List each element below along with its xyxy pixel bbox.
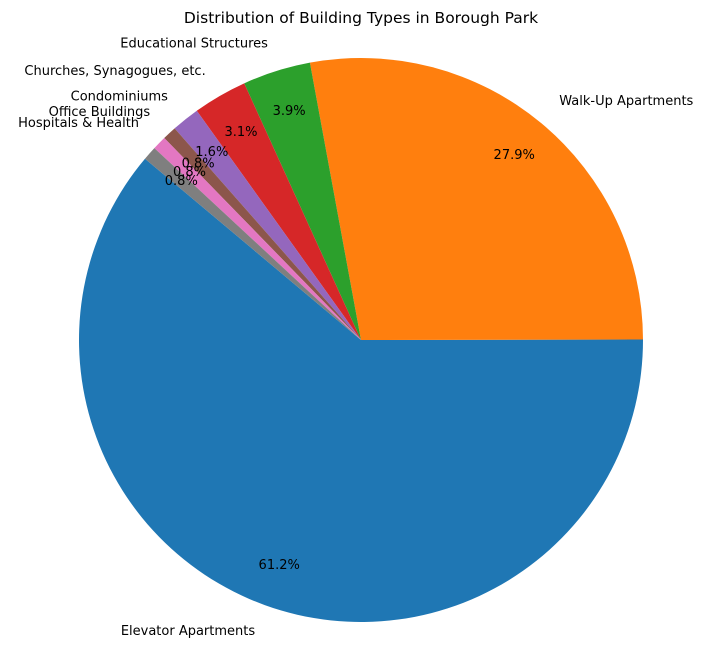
percent-label-6: 0.8% [173, 165, 206, 180]
percent-labels: 61.2%27.9%3.9%3.1%1.6%0.8%0.8%0.8% [165, 104, 535, 573]
percent-label-0: 61.2% [259, 558, 300, 573]
percent-label-7: 0.8% [165, 174, 198, 189]
percent-label-5: 0.8% [182, 157, 215, 172]
pie-slice-5 [164, 128, 361, 340]
category-label-2: Educational Structures [120, 37, 268, 52]
pie-slice-7 [144, 148, 361, 340]
percent-label-4: 1.6% [195, 145, 228, 160]
category-labels: Elevator Apartments Walk-Up Apartments Edu… [18, 37, 693, 640]
percent-label-3: 3.1% [224, 125, 257, 140]
percent-label-2: 3.9% [273, 104, 306, 119]
category-label-6: Hospitals & Health [18, 116, 139, 131]
pie-slices [78, 57, 644, 622]
pie-slice-3 [196, 83, 361, 341]
pie-slice-1 [309, 57, 643, 340]
percent-label-1: 27.9% [494, 148, 535, 163]
category-label-1: Walk-Up Apartments [559, 94, 693, 109]
category-label-5: Office Buildings [49, 105, 151, 120]
category-label-4: Condominiums [71, 90, 169, 105]
category-label-3: Churches, Synagogues, etc. [24, 64, 205, 79]
category-label-0: Elevator Apartments [121, 624, 256, 639]
pie-slice-6 [154, 137, 361, 340]
pie-slice-4 [174, 110, 361, 340]
pie-slice-0 [78, 158, 644, 622]
pie-slice-2 [244, 62, 361, 340]
chart-title: Distribution of Building Types in Boroug… [184, 9, 538, 27]
